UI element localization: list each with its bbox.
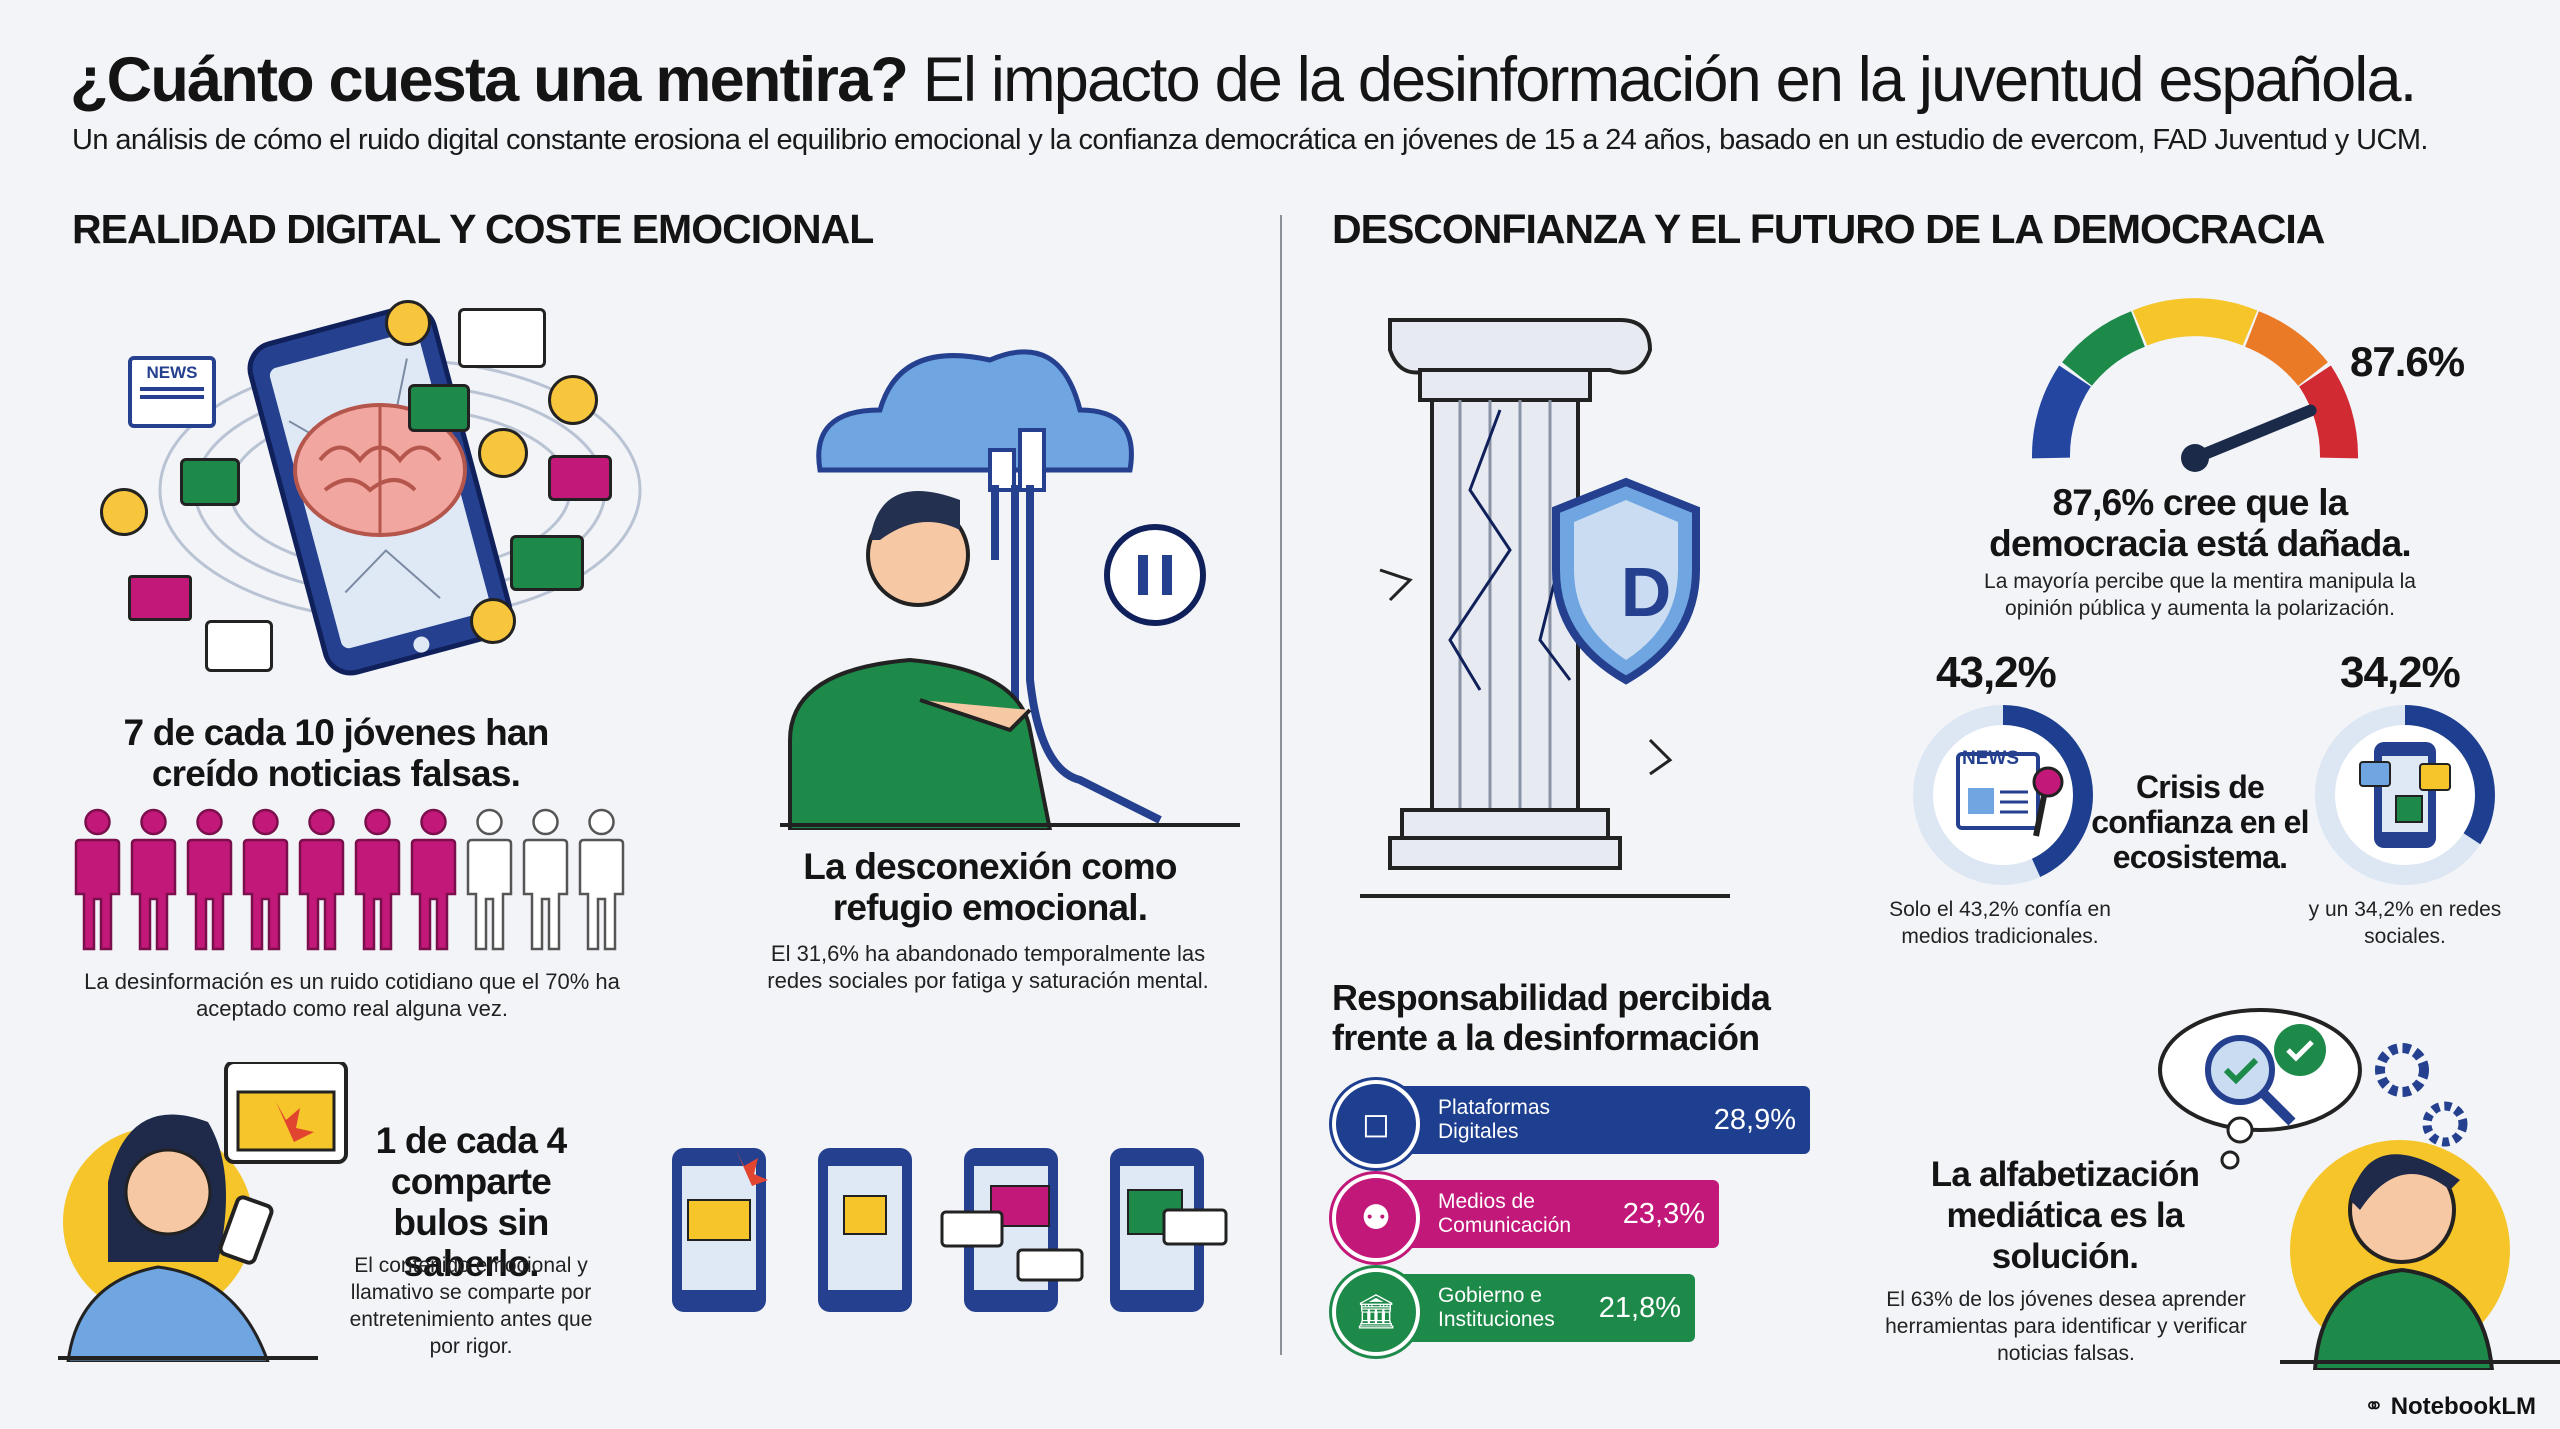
play-button-icon: [548, 455, 612, 501]
person-filled-icon: [354, 808, 401, 951]
literacy-body: El 63% de los jóvenes desea aprender her…: [1885, 1288, 2247, 1365]
share-body: El contenido emocional y llamativo se co…: [349, 1254, 593, 1358]
notebooklm-logo: ⚭ NotebookLM: [2364, 1392, 2536, 1421]
person-filled-icon: [242, 808, 289, 951]
disconnect-body: El 31,6% ha abandonado temporalmente las…: [767, 941, 1209, 993]
news-badge-label: NEWS: [146, 363, 198, 382]
phone-message-icon: [1110, 1148, 1228, 1312]
responsibility-bar-row: Gobierno e Instituciones 21,8% 🏛: [1332, 1268, 1695, 1356]
mail-icon: [128, 575, 192, 621]
phone-chat-icon: [940, 1148, 1084, 1312]
gauge-body: La mayoría percibe que la mentira manipu…: [1984, 570, 2416, 620]
notebooklm-icon: ⚭: [2363, 1393, 2391, 1420]
newspaper-mic-icon: [1956, 752, 2064, 837]
chat-green-icon: [408, 384, 470, 432]
believed-headline: 7 de cada 10 jóvenes han creído noticias…: [123, 712, 549, 794]
democracy-gauge: [2032, 298, 2358, 472]
bar-label: Medios de Comunicación: [1438, 1190, 1572, 1237]
social-trust-ring: [2315, 705, 2495, 885]
responsibility-bar-row: Medios de Comunicación 23,3% ⚉: [1332, 1174, 1719, 1262]
people-pictogram: [74, 808, 634, 953]
gauge-needle: [2189, 404, 2317, 464]
literacy-headline: La alfabetización mediática es la soluci…: [1930, 1155, 2200, 1276]
broken-column-illustration: [1360, 318, 1730, 898]
disconnect-illustration: [780, 349, 1240, 830]
shield-icon: [1552, 477, 1700, 685]
responsibility-bar: Gobierno e Instituciones 21,8%: [1370, 1274, 1695, 1342]
tired-person-icon: [788, 491, 1053, 830]
government-building-icon: 🏛: [1332, 1268, 1420, 1356]
left-section-heading: REALIDAD DIGITAL Y COSTE EMOCIONAL: [72, 206, 874, 252]
column-divider: [1280, 215, 1282, 1355]
traditional-body: Solo el 43,2% confía en medios tradicion…: [1889, 898, 2111, 948]
shocked-emoji-icon: [548, 375, 598, 425]
disconnect-headline: La desconexión como refugio emocional.: [803, 846, 1177, 928]
title-bold: ¿Cuánto cuesta una mentira?: [70, 45, 909, 115]
traditional-pct-label: 43,2%: [1936, 648, 2057, 697]
social-phone-icon: [2359, 742, 2451, 848]
responsibility-bar: Medios de Comunicación 23,3%: [1370, 1180, 1719, 1248]
woman-phone-illustration: [58, 1062, 348, 1362]
responsibility-bar-row: Plataformas Digitales 28,9% ◻: [1332, 1080, 1810, 1168]
sick-emoji-icon: [470, 598, 516, 644]
literacy-illustration: [2158, 1008, 2560, 1370]
person-filled-icon: [186, 808, 233, 951]
person-filled-icon: [298, 808, 345, 951]
shield-letter: D: [1620, 553, 1672, 631]
bar-label: Gobierno e Instituciones: [1438, 1284, 1555, 1331]
bar-value-label: 28,9%: [1713, 1104, 1796, 1136]
responsibility-bar: Plataformas Digitales 28,9%: [1370, 1086, 1810, 1154]
gauge-headline: 87,6% cree que la democracia está dañada…: [1989, 482, 2412, 564]
laughing-emoji-icon: [385, 300, 431, 346]
gauge-value-label: 87.6%: [2350, 338, 2465, 385]
cloud-icon: [816, 349, 1134, 473]
person-outline-icon: [522, 808, 569, 951]
antenna-icon: ⚉: [1332, 1174, 1420, 1262]
page-title: ¿Cuánto cuesta una mentira? El impacto d…: [70, 44, 2418, 116]
gear-icon: [2375, 1043, 2468, 1147]
chat-bubble-icon: [458, 308, 546, 368]
footer-brand: NotebookLM: [2390, 1393, 2536, 1420]
thought-bubble-icon: [2158, 1008, 2362, 1170]
responsibility-title: Responsabilidad percibida frente a la de…: [1332, 977, 1771, 1058]
brain-icon: [293, 403, 467, 537]
title-rest: El impacto de la desinformación en la ju…: [922, 45, 2418, 115]
phone-icon: ◻: [1332, 1080, 1420, 1168]
social-trust-arc: [2315, 705, 2495, 885]
bar-value-label: 21,8%: [1598, 1292, 1681, 1324]
traditional-trust-arc: [1913, 705, 2093, 885]
phone-alert-icon: [672, 1148, 768, 1312]
trust-news-badge: NEWS: [1962, 748, 2019, 769]
person-outline-icon: [466, 808, 513, 951]
chat-dots-icon: [510, 535, 584, 591]
believed-body: La desinformación es un ruido cotidiano …: [84, 969, 620, 1021]
person-outline-icon: [578, 808, 625, 951]
smiling-person-icon: [2312, 1154, 2495, 1370]
frowning-emoji-icon: [100, 488, 148, 536]
bar-label: Plataformas Digitales: [1438, 1096, 1551, 1143]
bar-value-label: 23,3%: [1622, 1198, 1705, 1230]
newspaper-icon: NEWS: [128, 356, 216, 428]
page-subtitle: Un análisis de cómo el ruido digital con…: [72, 124, 2428, 156]
pause-clock-icon: [1104, 524, 1206, 626]
social-pct-label: 34,2%: [2340, 648, 2461, 697]
phones-sharing-illustration: [672, 1148, 1228, 1312]
share-headline: 1 de cada 4 comparte bulos sin saberlo.: [375, 1120, 568, 1284]
social-body: y un 34,2% en redes sociales.: [2308, 898, 2502, 948]
right-section-heading: DESCONFIANZA Y EL FUTURO DE LA DEMOCRACI…: [1332, 206, 2325, 252]
trust-center-text: Crisis de confianza en el ecosistema.: [2091, 769, 2309, 875]
comment-bubble-icon: [205, 620, 273, 672]
phone-video-icon: [818, 1148, 912, 1312]
video-play-icon: [180, 458, 240, 506]
person-filled-icon: [130, 808, 177, 951]
alert-post-icon: [224, 1062, 348, 1164]
traditional-trust-ring: [1913, 705, 2093, 885]
person-filled-icon: [74, 808, 121, 951]
person-filled-icon: [410, 808, 457, 951]
heart-eyes-emoji-icon: [478, 428, 528, 478]
